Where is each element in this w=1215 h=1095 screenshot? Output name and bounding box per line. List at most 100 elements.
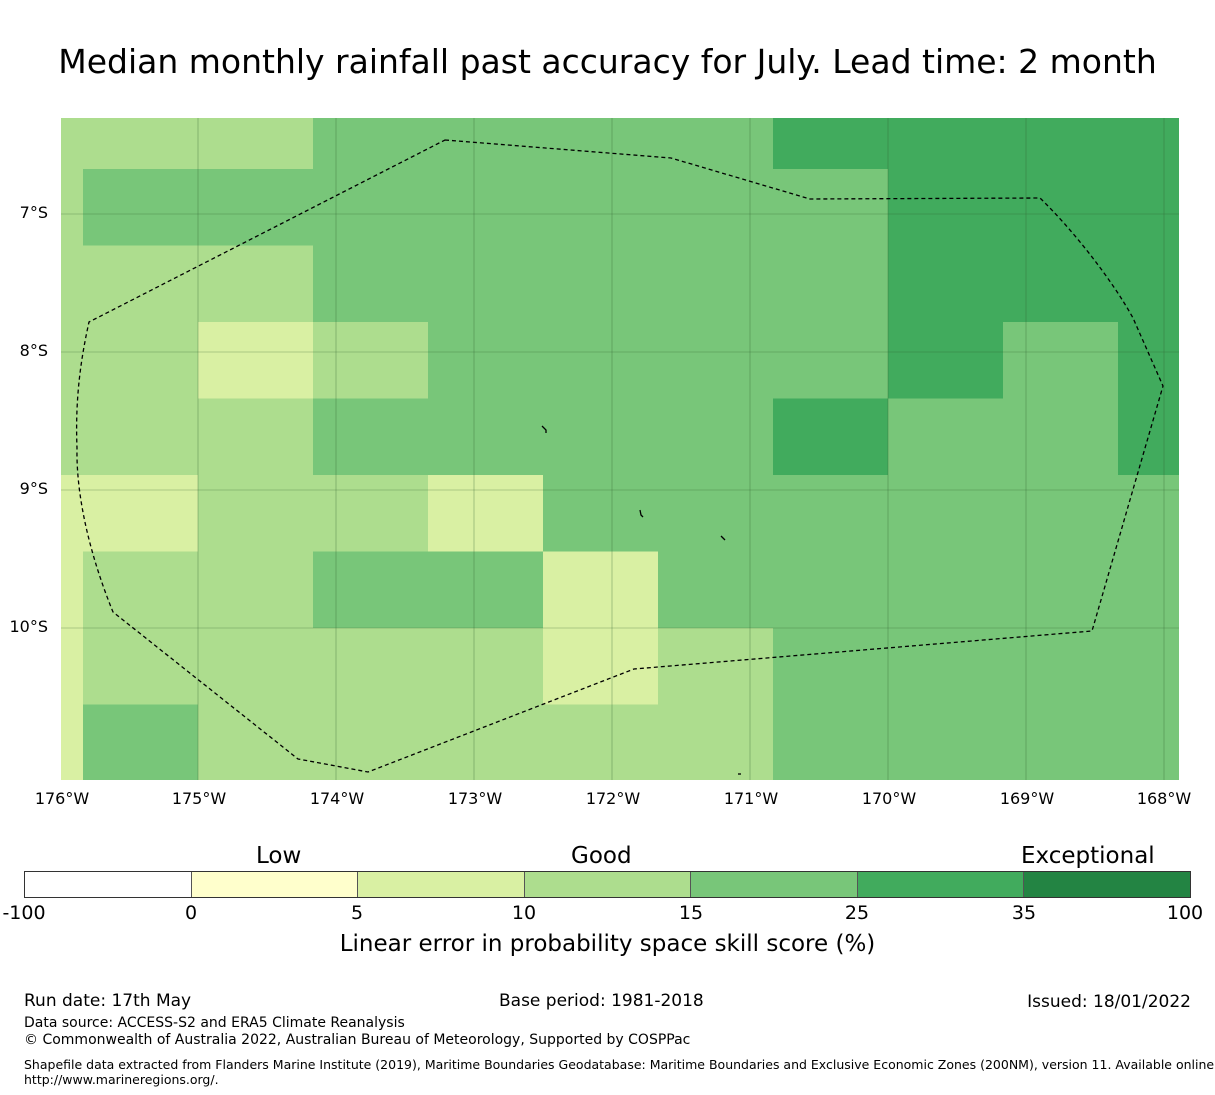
map-cell: [1118, 245, 1179, 323]
lon-label-175w: 175°W: [171, 789, 227, 808]
map-cell: [1003, 551, 1119, 629]
map-cell: [1118, 398, 1179, 476]
map-cell: [888, 118, 1004, 170]
colorbar-tick: 5: [350, 902, 364, 924]
colorbar-tick: 10: [511, 902, 537, 924]
island-outline: [541, 425, 547, 433]
map-cell: [1003, 628, 1119, 706]
map-cell: [773, 398, 889, 476]
map-cell: [313, 118, 429, 170]
colorbar-tick: 25: [844, 902, 870, 924]
map-cell: [888, 704, 1004, 780]
map-cell: [313, 322, 429, 400]
map-cell: [313, 475, 429, 553]
map-cell: [1003, 322, 1119, 400]
lat-label-10s: 10°S: [9, 617, 48, 636]
map-cell: [543, 118, 659, 170]
colorbar-segment: [1024, 872, 1191, 897]
map-cell: [83, 245, 199, 323]
map-cell: [198, 169, 314, 247]
lat-label-7s: 7°S: [19, 203, 48, 222]
map-cell: [428, 628, 544, 706]
map-cell: [61, 245, 84, 323]
colorbar-tick: 35: [1011, 902, 1037, 924]
map-cell: [658, 551, 774, 629]
map-cell: [1118, 551, 1179, 629]
map-cell: [1003, 475, 1119, 553]
map-cell: [313, 551, 429, 629]
map-cell: [428, 169, 544, 247]
map-cell: [543, 551, 659, 629]
map-cell: [888, 245, 1004, 323]
map-cell: [888, 169, 1004, 247]
map-cell: [428, 475, 544, 553]
copyright: © Commonwealth of Australia 2022, Austra…: [24, 1032, 691, 1048]
map-cell: [428, 245, 544, 323]
map-cell: [658, 245, 774, 323]
lon-label-169w: 169°W: [999, 789, 1055, 808]
colorbar-segment: [524, 872, 692, 897]
map-cell: [61, 398, 84, 476]
issued-date: Issued: 18/01/2022: [1027, 992, 1191, 1012]
colorbar-category-low: Low: [256, 843, 302, 869]
data-source: Data source: ACCESS-S2 and ERA5 Climate …: [24, 1015, 405, 1031]
map-cell: [1003, 169, 1119, 247]
colorbar-segment: [857, 872, 1025, 897]
lat-label-8s: 8°S: [19, 341, 48, 360]
lon-label-170w: 170°W: [861, 789, 917, 808]
map-cell: [1003, 118, 1119, 170]
map-cell: [61, 475, 84, 553]
map-cell: [198, 704, 314, 780]
map-cell: [658, 118, 774, 170]
map-cell: [313, 628, 429, 706]
colorbar-segment: [191, 872, 359, 897]
map-cell: [198, 551, 314, 629]
map-cell: [773, 322, 889, 400]
colorbar-tick: 0: [184, 902, 198, 924]
map-cell: [428, 704, 544, 780]
map-cell: [888, 551, 1004, 629]
map-cell: [61, 169, 84, 247]
map-cell: [83, 322, 199, 400]
map-cell: [428, 398, 544, 476]
map-cell: [888, 475, 1004, 553]
map-cell: [1003, 398, 1119, 476]
map-cell: [61, 118, 84, 170]
lon-label-176w: 176°W: [34, 789, 90, 808]
map-cell: [773, 628, 889, 706]
colorbar-tick: 15: [678, 902, 704, 924]
map-cell: [773, 551, 889, 629]
map-cell: [658, 704, 774, 780]
map-cell: [773, 245, 889, 323]
map-cell: [198, 245, 314, 323]
colorbar-label: Linear error in probability space skill …: [339, 931, 876, 957]
island-outline: [639, 509, 644, 518]
map-cell: [313, 245, 429, 323]
map-cell: [543, 704, 659, 780]
map-cell: [888, 322, 1004, 400]
map-cell: [658, 628, 774, 706]
map-cell: [313, 704, 429, 780]
map-cell: [198, 398, 314, 476]
map-cell: [1118, 704, 1179, 780]
map-cell: [658, 398, 774, 476]
map-cell: [773, 118, 889, 170]
map-cell: [61, 551, 84, 629]
map-cell: [773, 475, 889, 553]
map-cell: [543, 475, 659, 553]
map-cell: [888, 398, 1004, 476]
lon-label-168w: 168°W: [1136, 789, 1192, 808]
map-title: Median monthly rainfall past accuracy fo…: [58, 42, 1157, 81]
map-cell: [61, 704, 84, 780]
map-cell: [428, 551, 544, 629]
map-cell: [428, 118, 544, 170]
map-cell: [658, 475, 774, 553]
map-cell: [658, 322, 774, 400]
map-cell: [1003, 704, 1119, 780]
map-cell: [83, 704, 199, 780]
map-cell: [61, 322, 84, 400]
map-cell: [313, 169, 429, 247]
map-cell: [543, 398, 659, 476]
map-cell: [83, 118, 199, 170]
map-cell: [198, 118, 314, 170]
